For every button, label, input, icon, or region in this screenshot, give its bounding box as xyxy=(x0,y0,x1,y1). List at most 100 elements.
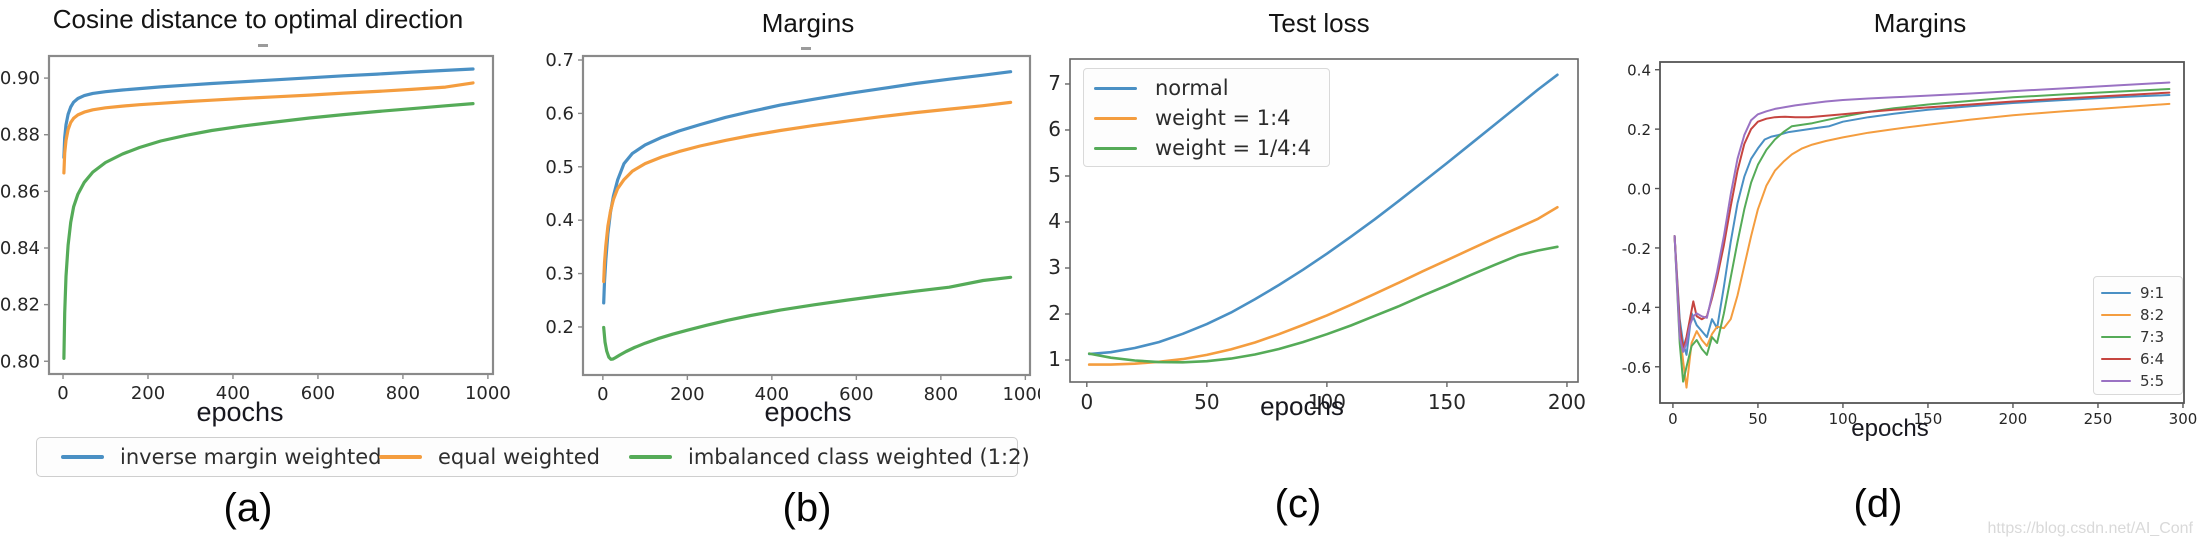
legend-swatch xyxy=(2101,313,2131,317)
legend-label: imbalanced class weighted (1:2) xyxy=(688,445,1030,469)
y-tick-label: 0.86 xyxy=(0,181,40,202)
x-tick-label: 0 xyxy=(57,383,68,404)
x-tick-label: 800 xyxy=(386,383,420,404)
y-tick-label: 0.0 xyxy=(1627,181,1651,199)
x-tick-label: 300 xyxy=(2169,410,2198,428)
legend-label: 7:3 xyxy=(2140,328,2165,346)
plot-border xyxy=(581,54,1032,377)
x-tick-label: 250 xyxy=(2084,410,2113,428)
x-tick-label: 100 xyxy=(1829,410,1858,428)
panel-letter-a: (a) xyxy=(223,486,273,530)
legend-swatch xyxy=(1094,86,1137,90)
series-line-inverse margin weighted xyxy=(602,70,1013,305)
x-tick-label: 200 xyxy=(670,384,704,405)
y-tick-label: 5 xyxy=(1048,163,1061,187)
panel-letter-b: (b) xyxy=(782,486,832,530)
chart-b-title: Margins xyxy=(761,8,855,38)
series-line-equal weighted xyxy=(62,81,475,175)
x-tick-label: 200 xyxy=(1548,390,1586,414)
y-tick-label: 0.82 xyxy=(0,295,40,316)
legend-item-weight-1-4: weight = 1:4 xyxy=(1084,103,1329,133)
y-tick-label: 0.80 xyxy=(0,351,40,372)
y-tick-label: 7 xyxy=(1048,71,1061,95)
legend-label: 6:4 xyxy=(2140,350,2165,368)
x-tick-label: 600 xyxy=(839,384,873,405)
y-tick-label: 0.88 xyxy=(0,125,40,146)
watermark-url: https://blog.csdn.net/AI_Conf xyxy=(1987,520,2193,537)
legend-label: 5:5 xyxy=(2140,372,2165,390)
y-tick-label: 0.84 xyxy=(0,238,40,259)
x-tick-label: 800 xyxy=(924,384,958,405)
panel-letter-c: (c) xyxy=(1274,482,1322,526)
legend-item-6-4: 6:4 xyxy=(2094,348,2182,370)
legend-item-9-1: 9:1 xyxy=(2094,282,2182,304)
x-tick-label: 400 xyxy=(755,384,789,405)
x-tick-label: 0 xyxy=(1080,390,1093,414)
x-tick-label: 200 xyxy=(131,383,165,404)
x-tick-label: 200 xyxy=(1999,410,2028,428)
legend-swatch xyxy=(2101,335,2131,339)
series-line-imbalanced class weighted (1:2) xyxy=(62,101,475,360)
y-tick-label: 0.6 xyxy=(545,103,574,124)
legend-label: 8:2 xyxy=(2140,306,2165,324)
series-line-5:5 xyxy=(1673,81,2171,353)
x-tick-label: 0 xyxy=(1668,410,1678,428)
legend-swatch xyxy=(2101,357,2131,361)
chart-d-title: Margins xyxy=(1873,8,1967,38)
y-tick-label: -0.2 xyxy=(1622,240,1651,258)
legend-chart-d: 9:1 8:2 7:3 6:4 5:5 xyxy=(2093,276,2183,395)
y-tick-label: 2 xyxy=(1048,301,1061,325)
series-line-8:2 xyxy=(1673,102,2171,389)
legend-item-imbalanced-class-weighted: imbalanced class weighted (1:2) xyxy=(629,438,1030,476)
legend-item-7-3: 7:3 xyxy=(2094,326,2182,348)
plot-border xyxy=(1659,61,2185,404)
series-line-6:4 xyxy=(1673,91,2171,350)
chart-c-title: Test loss xyxy=(1268,8,1370,38)
chart-a-title: Cosine distance to optimal direction xyxy=(52,4,464,34)
y-tick-label: 0.3 xyxy=(545,264,574,285)
legend-label: weight = 1/4:4 xyxy=(1155,136,1311,160)
legend-item-8-2: 8:2 xyxy=(2094,304,2182,326)
legend-label: 9:1 xyxy=(2140,284,2165,302)
chart-b-xaxis-label: epochs xyxy=(764,397,852,427)
x-tick-label: 100 xyxy=(1308,390,1346,414)
y-tick-label: 3 xyxy=(1048,255,1061,279)
x-tick-label: 50 xyxy=(1748,410,1767,428)
legend-swatch-green xyxy=(629,455,672,459)
series-line-inverse margin weighted xyxy=(62,67,475,160)
legend-chart-c: normal weight = 1:4 weight = 1/4:4 xyxy=(1083,68,1330,167)
y-tick-label: 0.7 xyxy=(545,50,574,71)
y-tick-label: -0.6 xyxy=(1622,359,1651,377)
legend-swatch-blue xyxy=(61,455,104,459)
x-tick-label: 1000 xyxy=(465,383,511,404)
y-tick-label: 4 xyxy=(1048,209,1061,233)
y-tick-label: 0.90 xyxy=(0,68,40,89)
panel-letter-d: (d) xyxy=(1853,482,1903,526)
legend-label: equal weighted xyxy=(438,445,600,469)
series-line-imbalanced class weighted (1:2) xyxy=(602,275,1013,361)
series-line-normal xyxy=(1087,73,1559,356)
x-tick-label: 600 xyxy=(301,383,335,404)
x-tick-label: 150 xyxy=(1428,390,1466,414)
legend-label: inverse margin weighted xyxy=(120,445,382,469)
x-tick-label: 400 xyxy=(216,383,250,404)
y-tick-label: -0.4 xyxy=(1622,299,1651,317)
series-line-9:1 xyxy=(1673,94,2171,356)
plot-border xyxy=(1069,58,1579,383)
legend-swatch xyxy=(2101,291,2131,295)
series-line-equal weighted xyxy=(602,100,1013,284)
chart-d-margins: 0 50 100 150 200 250 300 -0.6 -0.4 -0.2 0.0 0.2 0.4 xyxy=(1622,61,2198,428)
legend-swatch xyxy=(1094,146,1137,150)
legend-swatch xyxy=(2101,379,2131,383)
legend-swatch-orange xyxy=(379,455,422,459)
legend-shared-ab: inverse margin weighted equal weighted i… xyxy=(36,437,1030,477)
y-tick-label: 6 xyxy=(1048,117,1061,141)
series-line-weight = 1/4:4 xyxy=(1087,245,1559,364)
chart-c-xaxis-label: epochs xyxy=(1260,391,1344,421)
legend-item-normal: normal xyxy=(1084,73,1329,103)
x-tick-label: 1000 xyxy=(1002,384,1040,405)
y-tick-label: 0.5 xyxy=(545,157,574,178)
plot-border xyxy=(47,54,495,376)
y-tick-label: 0.4 xyxy=(545,210,574,231)
